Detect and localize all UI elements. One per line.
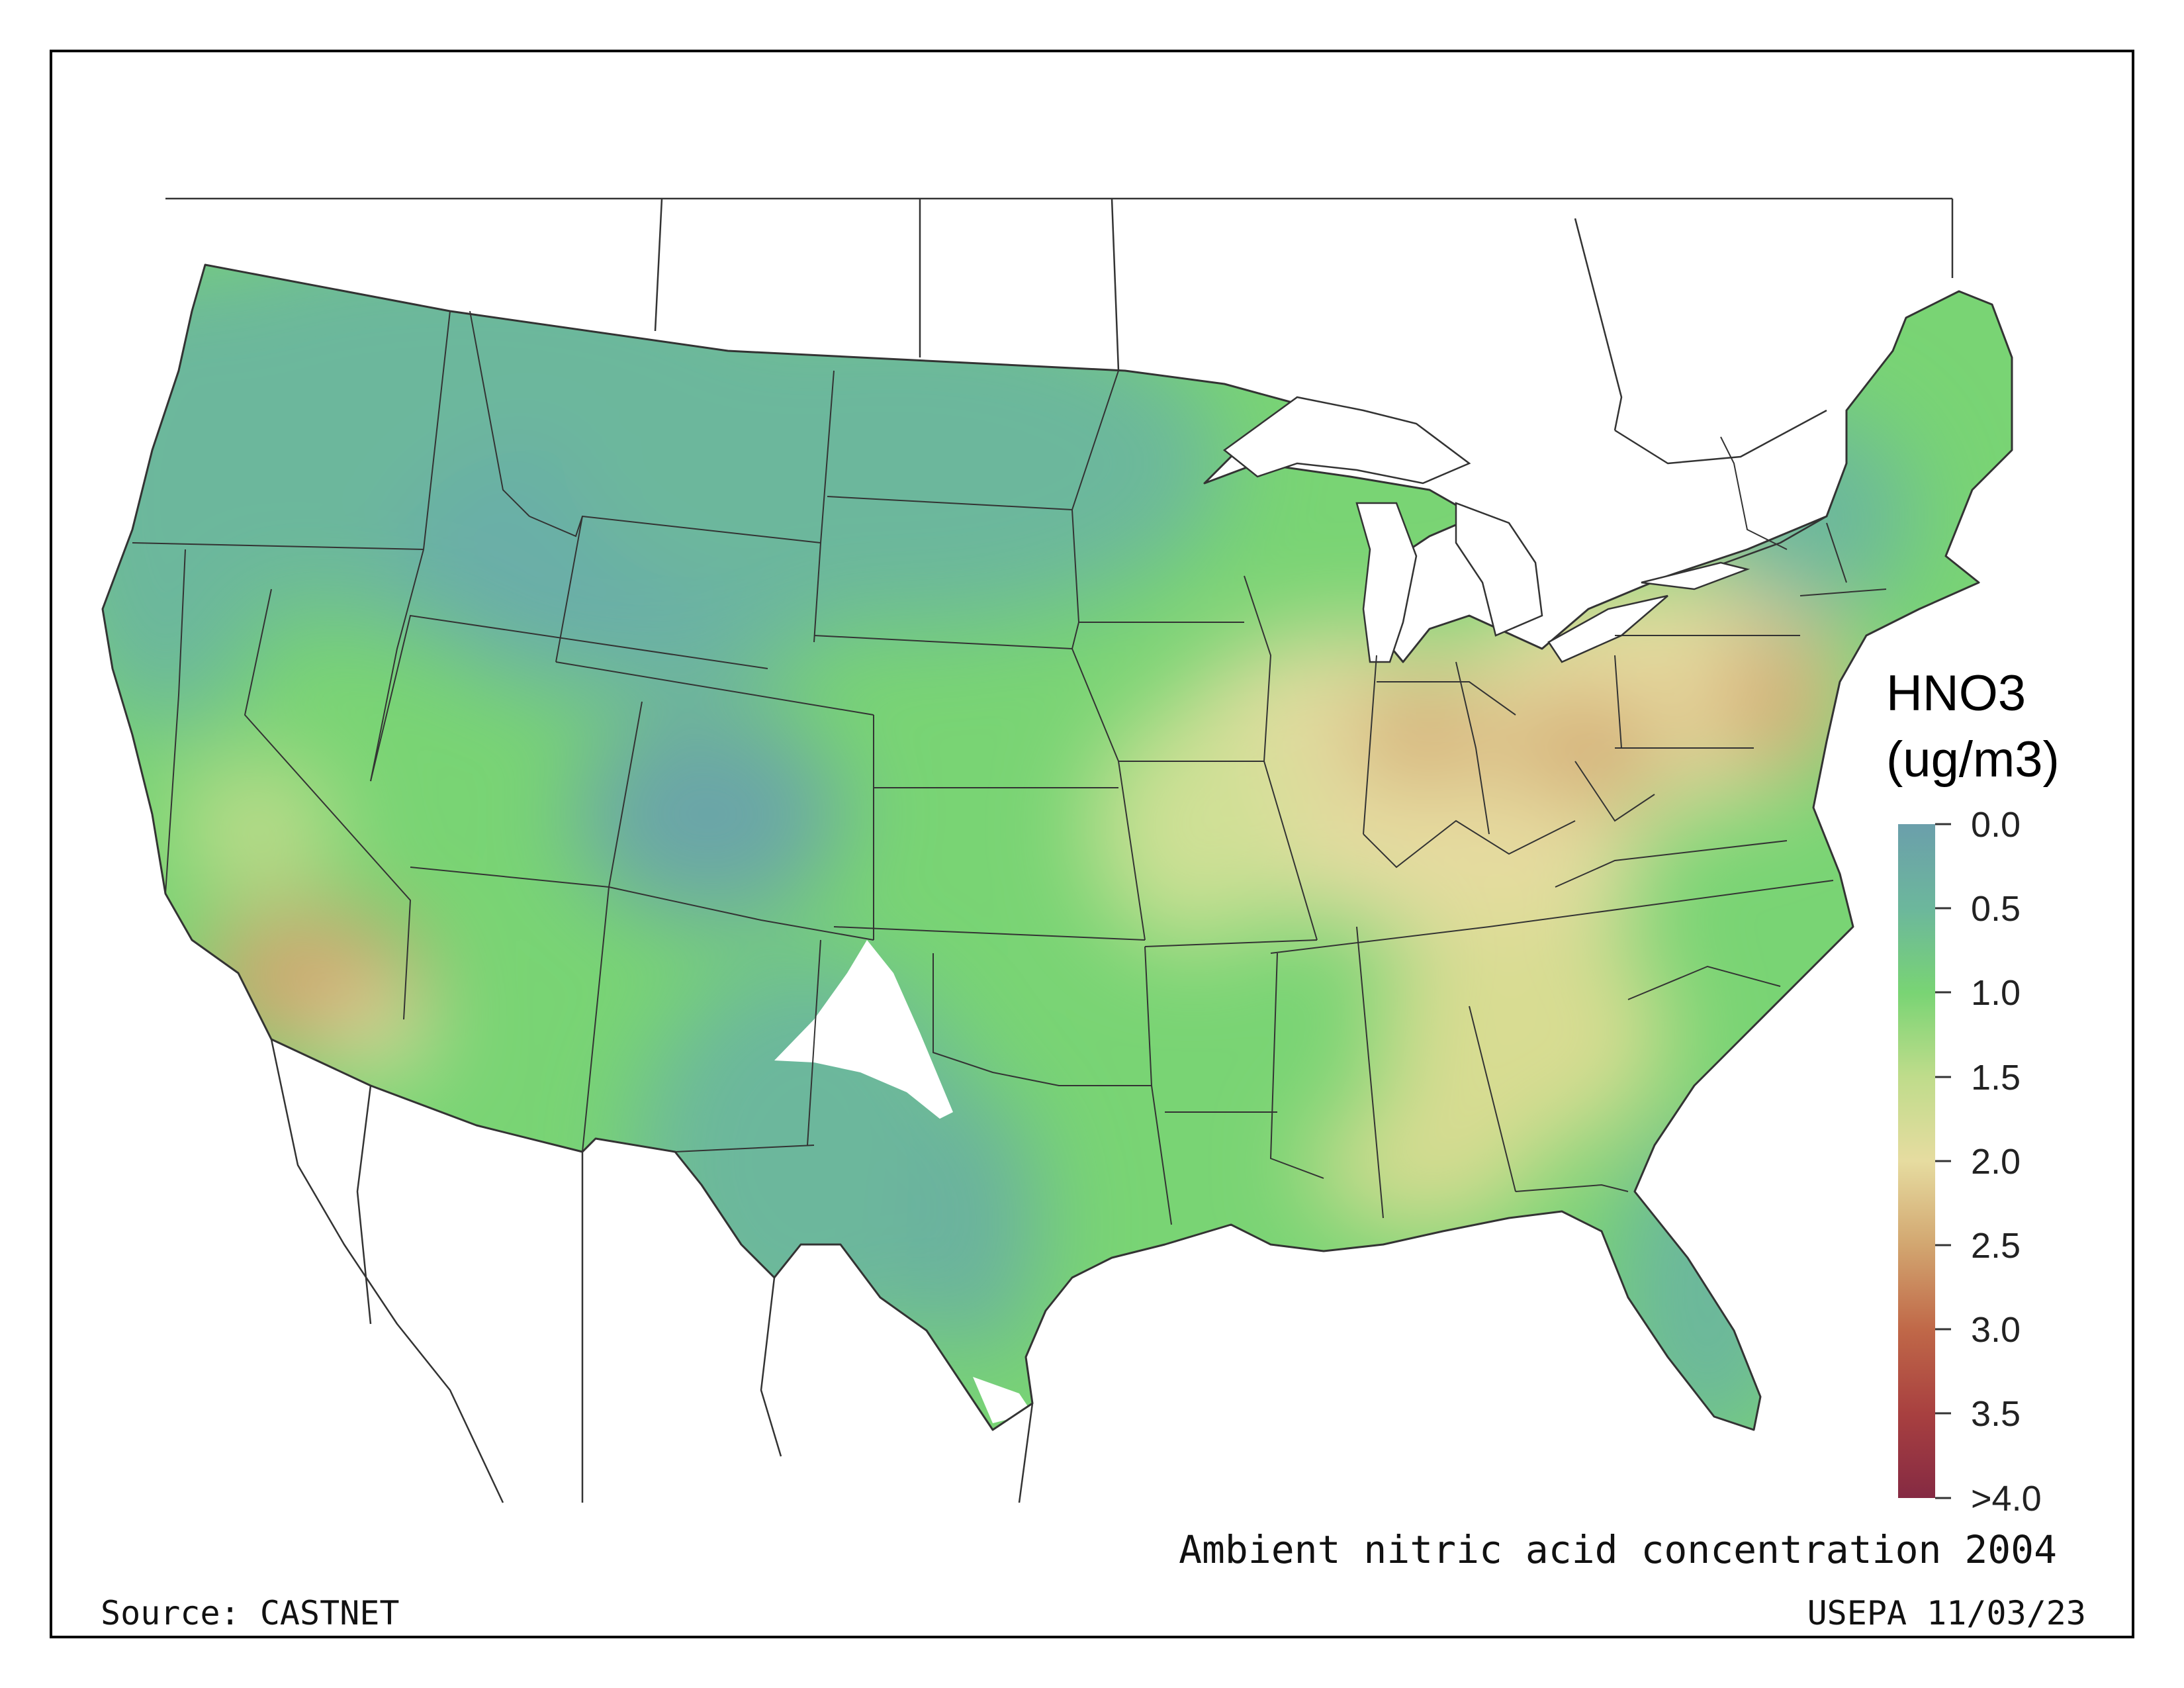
concentration-field bbox=[103, 265, 2012, 1430]
legend-tick-4-0: >4.0 bbox=[1971, 1479, 2042, 1519]
credit-label: USEPA 11/03/23 bbox=[1807, 1594, 2086, 1632]
map-caption: Ambient nitric acid concentration 2004 bbox=[1179, 1527, 2057, 1572]
legend-tick-2-0: 2.0 bbox=[1971, 1142, 2021, 1182]
legend-tick-1-0: 1.0 bbox=[1971, 973, 2021, 1013]
no-data-area bbox=[774, 940, 953, 1119]
legend-tick-0-0: 0.0 bbox=[1971, 805, 2021, 845]
boundary-lines bbox=[101, 197, 2013, 1503]
legend-units: (ug/m3) bbox=[1886, 731, 2060, 788]
state-boundaries bbox=[132, 310, 1887, 1225]
legend-color-bar bbox=[1898, 824, 1935, 1498]
legend-title: HNO3 bbox=[1886, 665, 2026, 722]
legend-tick-3-5: 3.5 bbox=[1971, 1394, 2021, 1434]
map-frame bbox=[50, 50, 2134, 1638]
source-label: Source: CASTNET bbox=[101, 1594, 400, 1632]
legend-ticks bbox=[1935, 823, 1951, 1499]
legend-tick-1-5: 1.5 bbox=[1971, 1058, 2021, 1098]
legend bbox=[1898, 823, 1951, 1499]
legend-tick-0-5: 0.5 bbox=[1971, 889, 2021, 929]
great-lakes bbox=[1222, 396, 1751, 663]
legend-tick-3-0: 3.0 bbox=[1971, 1310, 2021, 1350]
legend-tick-2-5: 2.5 bbox=[1971, 1226, 2021, 1266]
no-data-area-south bbox=[973, 1377, 1032, 1423]
